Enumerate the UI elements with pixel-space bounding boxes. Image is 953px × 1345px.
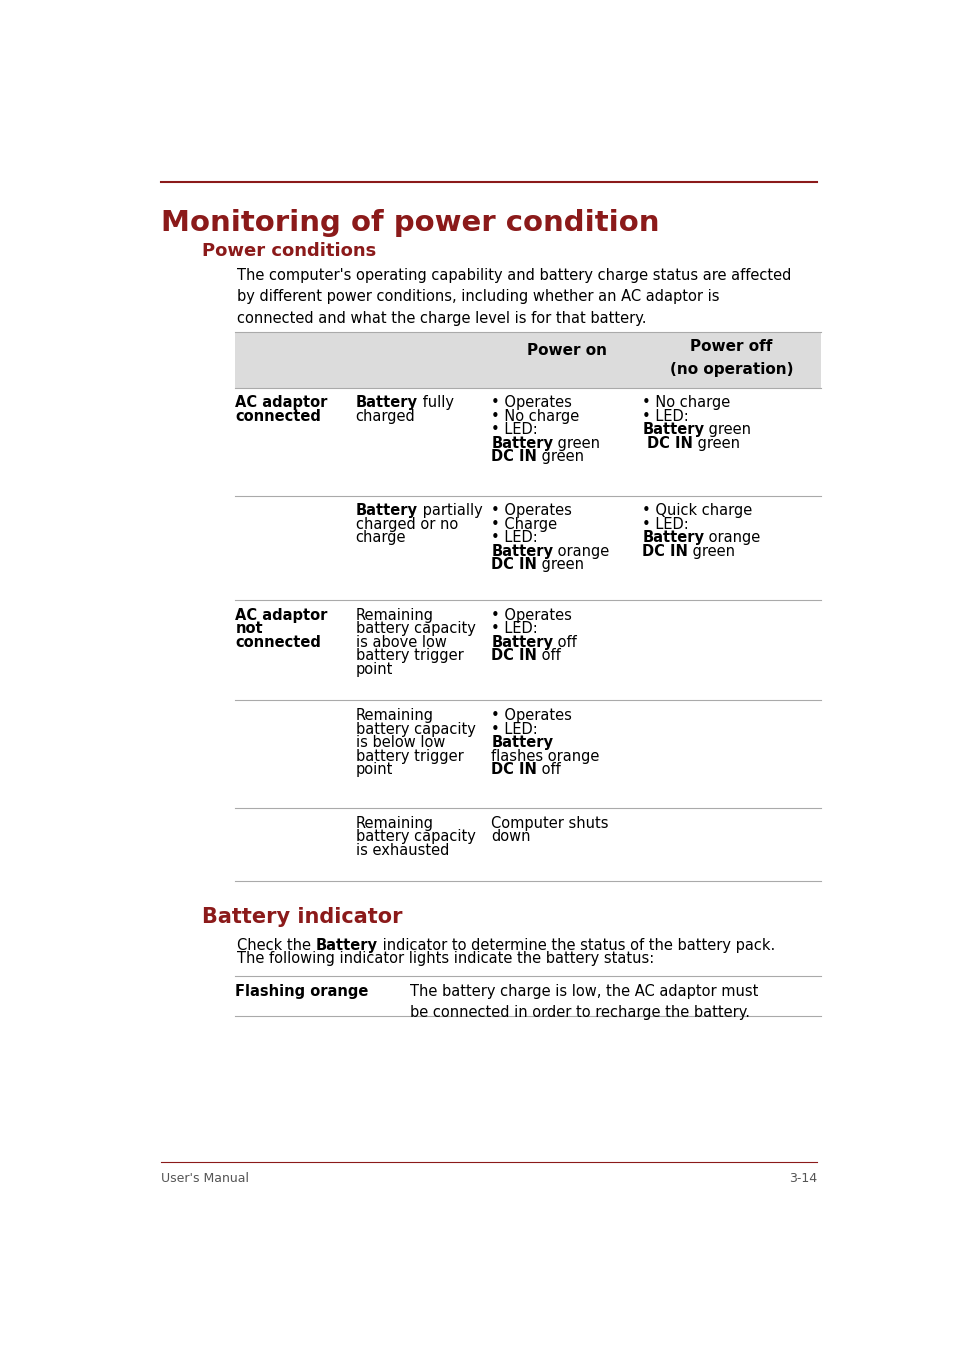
Text: battery capacity: battery capacity [355, 621, 475, 636]
Text: Battery: Battery [355, 395, 417, 410]
Text: • Quick charge: • Quick charge [641, 503, 752, 518]
Text: battery trigger: battery trigger [355, 648, 463, 663]
Text: • Charge: • Charge [491, 516, 557, 531]
Text: connected: connected [235, 409, 321, 424]
Text: AC adaptor: AC adaptor [235, 395, 328, 410]
Text: Battery indicator: Battery indicator [202, 907, 402, 927]
Text: charged: charged [355, 409, 415, 424]
Text: Battery: Battery [491, 736, 553, 751]
Text: point: point [355, 763, 393, 777]
Text: green: green [537, 557, 583, 572]
Text: The computer's operating capability and battery charge status are affected
by di: The computer's operating capability and … [236, 268, 791, 325]
Text: battery capacity: battery capacity [355, 721, 475, 737]
Text: Power on: Power on [526, 343, 606, 358]
Text: battery capacity: battery capacity [355, 830, 475, 845]
Text: green: green [703, 422, 751, 437]
Text: flashes orange: flashes orange [491, 749, 599, 764]
Text: orange: orange [703, 530, 760, 545]
Text: Battery: Battery [641, 530, 703, 545]
Text: The following indicator lights indicate the battery status:: The following indicator lights indicate … [236, 951, 654, 966]
Text: (no operation): (no operation) [669, 362, 792, 377]
Text: AC adaptor: AC adaptor [235, 608, 328, 623]
Text: off: off [537, 648, 560, 663]
Text: • No charge: • No charge [491, 409, 578, 424]
Text: Remaining: Remaining [355, 816, 434, 831]
Text: not: not [235, 621, 263, 636]
Text: Battery: Battery [641, 422, 703, 437]
Text: down: down [491, 830, 530, 845]
Text: DC IN: DC IN [491, 449, 537, 464]
Text: Computer shuts: Computer shuts [491, 816, 608, 831]
Text: • LED:: • LED: [491, 721, 537, 737]
Text: • Operates: • Operates [491, 503, 572, 518]
Text: Battery: Battery [315, 937, 377, 952]
Text: is exhausted: is exhausted [355, 843, 449, 858]
Text: green: green [537, 449, 583, 464]
Text: 3-14: 3-14 [788, 1173, 816, 1185]
Text: off: off [537, 763, 560, 777]
Text: Monitoring of power condition: Monitoring of power condition [161, 208, 659, 237]
Text: Power conditions: Power conditions [202, 242, 376, 260]
Text: Battery: Battery [491, 543, 553, 558]
Text: green: green [687, 543, 735, 558]
Text: partially: partially [417, 503, 482, 518]
Text: • LED:: • LED: [491, 530, 537, 545]
Text: • LED:: • LED: [641, 409, 688, 424]
Text: • Operates: • Operates [491, 707, 572, 724]
Text: • Operates: • Operates [491, 608, 572, 623]
Text: fully: fully [417, 395, 453, 410]
Text: off: off [553, 635, 577, 650]
Text: point: point [355, 662, 393, 677]
Text: Remaining: Remaining [355, 608, 434, 623]
Text: Battery: Battery [491, 436, 553, 451]
Text: Remaining: Remaining [355, 707, 434, 724]
Text: Power off: Power off [690, 339, 772, 354]
Text: DC IN: DC IN [491, 763, 537, 777]
Text: green: green [692, 436, 739, 451]
Text: • LED:: • LED: [641, 516, 688, 531]
Text: is above low: is above low [355, 635, 446, 650]
Text: connected: connected [235, 635, 321, 650]
Text: charge: charge [355, 530, 406, 545]
Text: battery trigger: battery trigger [355, 749, 463, 764]
Text: Battery: Battery [355, 503, 417, 518]
Text: DC IN: DC IN [491, 557, 537, 572]
Text: green: green [553, 436, 599, 451]
Text: • No charge: • No charge [641, 395, 730, 410]
Text: DC IN: DC IN [646, 436, 692, 451]
Text: is below low: is below low [355, 736, 444, 751]
Text: • LED:: • LED: [491, 621, 537, 636]
Text: Flashing orange: Flashing orange [235, 983, 369, 999]
Text: The battery charge is low, the AC adaptor must
be connected in order to recharge: The battery charge is low, the AC adapto… [410, 983, 758, 1021]
Text: • LED:: • LED: [491, 422, 537, 437]
FancyBboxPatch shape [235, 332, 820, 387]
Text: DC IN: DC IN [641, 543, 687, 558]
Text: indicator to determine the status of the battery pack.: indicator to determine the status of the… [377, 937, 774, 952]
Text: charged or no: charged or no [355, 516, 457, 531]
Text: • Operates: • Operates [491, 395, 572, 410]
Text: Check the: Check the [236, 937, 315, 952]
Text: DC IN: DC IN [491, 648, 537, 663]
Text: User's Manual: User's Manual [161, 1173, 249, 1185]
Text: Battery: Battery [491, 635, 553, 650]
Text: orange: orange [553, 543, 609, 558]
